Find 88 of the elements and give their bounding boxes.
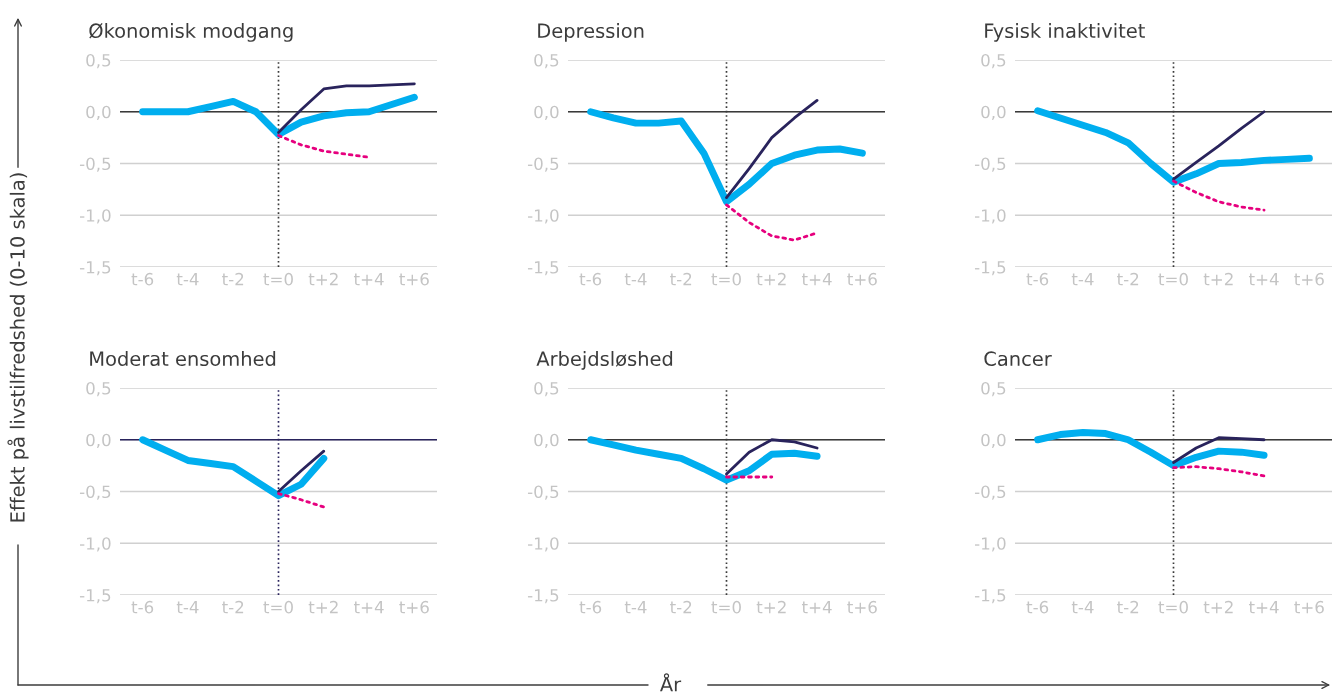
y-tick-label: -1,0 bbox=[527, 209, 559, 224]
line-series bbox=[277, 82, 416, 134]
y-tick-label: -0,5 bbox=[527, 485, 559, 500]
y-tick-label: -1,5 bbox=[527, 261, 559, 276]
x-tick-label: t+6 bbox=[847, 600, 877, 614]
x-tick-label: t+4 bbox=[801, 601, 832, 614]
line-series bbox=[1172, 110, 1266, 181]
x-tick-label: t-4 bbox=[624, 273, 647, 286]
x-tick-label: t-4 bbox=[1071, 273, 1094, 286]
x-axis-title: År bbox=[660, 673, 682, 692]
chart-title: Cancer bbox=[984, 351, 1052, 367]
y-tick-label: -1,5 bbox=[974, 589, 1006, 604]
chart-title: Moderat ensomhed bbox=[90, 351, 276, 367]
x-tick-label: t-6 bbox=[1026, 600, 1049, 614]
line-series bbox=[1172, 179, 1266, 212]
x-tick-label: t+6 bbox=[1294, 272, 1324, 286]
y-tick-label: -1,0 bbox=[974, 209, 1006, 224]
chart-title: Depression bbox=[538, 23, 644, 42]
x-tick-label: t+2 bbox=[1203, 272, 1233, 286]
y-tick-label: -1,0 bbox=[79, 209, 111, 224]
y-axis-title: Effekt på livstilfredshed (0-10 skala) bbox=[7, 173, 29, 522]
y-tick-label: 0,0 bbox=[86, 433, 111, 449]
x-tick-label: t-6 bbox=[579, 272, 602, 286]
x-tick-label: t=0 bbox=[1158, 600, 1188, 614]
chart-title: Arbejdsløshed bbox=[536, 351, 673, 370]
x-tick-label: t-4 bbox=[624, 601, 647, 614]
line-series bbox=[725, 438, 819, 476]
line-series bbox=[725, 98, 819, 200]
x-tick-label: t+6 bbox=[399, 600, 429, 614]
x-tick-label: t-2 bbox=[1117, 600, 1139, 614]
x-tick-label: t+2 bbox=[308, 272, 338, 286]
x-tick-label: t+4 bbox=[353, 273, 384, 286]
x-tick-label: t-2 bbox=[670, 600, 692, 614]
y-tick-label: 0,0 bbox=[86, 105, 111, 121]
x-tick-label: t+2 bbox=[308, 600, 338, 614]
x-tick-label: t=0 bbox=[263, 272, 293, 286]
y-tick-label: 0,0 bbox=[981, 433, 1006, 449]
x-tick-label: t-4 bbox=[176, 601, 199, 614]
x-tick-label: t=0 bbox=[711, 272, 741, 286]
x-tick-label: t-2 bbox=[222, 600, 244, 614]
x-tick-label: t-2 bbox=[1117, 272, 1139, 286]
x-tick-label: t-6 bbox=[579, 600, 602, 614]
x-tick-label: t-4 bbox=[1071, 601, 1094, 614]
x-tick-label: t+2 bbox=[1203, 600, 1233, 614]
line-series bbox=[277, 134, 371, 159]
x-tick-label: t-6 bbox=[131, 600, 154, 614]
y-tick-label: 0,5 bbox=[534, 381, 559, 397]
y-tick-label: 0,5 bbox=[981, 381, 1006, 397]
y-tick-label: 0,0 bbox=[981, 105, 1006, 121]
x-tick-label: t+6 bbox=[847, 272, 877, 286]
x-tick-label: t-6 bbox=[1026, 272, 1049, 286]
x-tick-label: t=0 bbox=[1158, 272, 1188, 286]
y-tick-label: -0,5 bbox=[79, 157, 111, 172]
x-tick-label: t+6 bbox=[1294, 600, 1324, 614]
line-series bbox=[1172, 465, 1266, 478]
y-tick-label: 0,5 bbox=[86, 53, 111, 69]
y-tick-label: -1,5 bbox=[79, 589, 111, 604]
x-tick-label: t+4 bbox=[1248, 273, 1279, 286]
x-tick-label: t-2 bbox=[222, 272, 244, 286]
y-tick-label: -1,0 bbox=[79, 537, 111, 552]
y-tick-label: 0,5 bbox=[86, 381, 111, 397]
x-tick-label: t=0 bbox=[263, 600, 293, 614]
y-tick-label: 0,0 bbox=[534, 105, 559, 121]
y-tick-label: 0,5 bbox=[981, 53, 1006, 69]
y-tick-label: -0,5 bbox=[974, 485, 1006, 500]
x-tick-label: t+6 bbox=[399, 272, 429, 286]
x-tick-label: t+2 bbox=[756, 272, 786, 286]
y-tick-label: -0,5 bbox=[527, 157, 559, 172]
y-tick-label: -1,5 bbox=[527, 589, 559, 604]
x-tick-label: t-6 bbox=[131, 272, 154, 286]
y-tick-label: -0,5 bbox=[974, 157, 1006, 172]
chart-title: Økonomisk modgang bbox=[89, 22, 293, 42]
x-tick-label: t+4 bbox=[353, 601, 384, 614]
x-tick-label: t+4 bbox=[801, 273, 832, 286]
y-tick-label: -1,0 bbox=[527, 537, 559, 552]
y-tick-label: -0,5 bbox=[79, 485, 111, 500]
chart-title: Fysisk inaktivitet bbox=[985, 23, 1145, 42]
x-tick-label: t-2 bbox=[670, 272, 692, 286]
x-tick-label: t+2 bbox=[756, 600, 786, 614]
x-tick-label: t-4 bbox=[176, 273, 199, 286]
x-tick-label: t+4 bbox=[1248, 601, 1279, 614]
line-series bbox=[1172, 436, 1266, 464]
x-tick-label: t=0 bbox=[711, 600, 741, 614]
y-tick-label: -1,5 bbox=[974, 261, 1006, 276]
y-tick-label: 0,5 bbox=[534, 53, 559, 69]
y-tick-label: -1,5 bbox=[79, 261, 111, 276]
y-tick-label: -1,0 bbox=[974, 537, 1006, 552]
y-tick-label: 0,0 bbox=[534, 433, 559, 449]
